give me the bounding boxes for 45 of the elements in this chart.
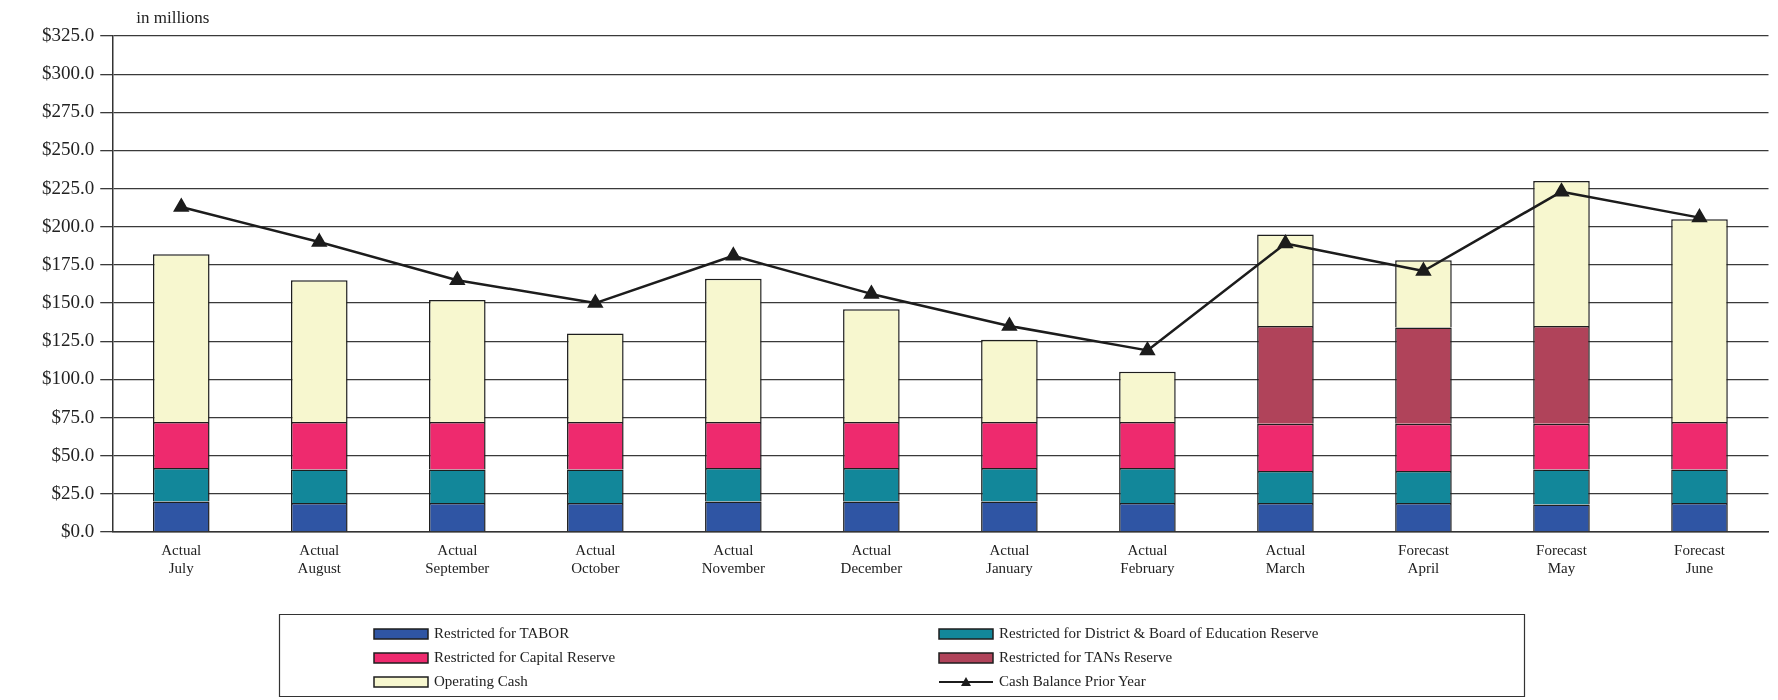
y-tick-label: $125.0 bbox=[42, 329, 95, 351]
point bbox=[449, 271, 465, 285]
legend-label: Restricted for District & Board of Education Reserve bbox=[999, 624, 1319, 641]
point bbox=[1002, 317, 1017, 331]
legend-label: Restricted for Capital Reserve bbox=[434, 648, 616, 665]
x-tick-label: Forecast April bbox=[1398, 541, 1450, 576]
y-tick-label: $75.0 bbox=[51, 405, 95, 427]
point bbox=[1692, 209, 1707, 223]
text: in millions bbox=[136, 8, 210, 27]
x-tick-label: Actual July bbox=[161, 541, 202, 576]
point bbox=[588, 294, 603, 308]
y-tick-label: $100.0 bbox=[42, 367, 95, 389]
point bbox=[1278, 235, 1293, 249]
y-tick-label: $225.0 bbox=[42, 176, 95, 198]
x-tick-label: Actual December bbox=[840, 541, 903, 576]
point bbox=[1554, 183, 1569, 197]
legend-label: Restricted for TANs Reserve bbox=[999, 648, 1173, 665]
x-tick-label: Forecast June bbox=[1674, 541, 1726, 576]
x-tick-label: Actual March bbox=[1265, 541, 1306, 576]
y-tick-label: $0.0 bbox=[61, 519, 95, 541]
y-tick-label: $325.0 bbox=[42, 23, 95, 45]
point bbox=[1416, 262, 1431, 276]
point bbox=[726, 247, 741, 261]
x-tick-label: Actual February bbox=[1120, 541, 1175, 576]
y-tick-label: $275.0 bbox=[42, 100, 95, 122]
y-tick-label: $300.0 bbox=[42, 62, 95, 84]
point bbox=[173, 198, 189, 212]
legend-label: Operating Cash bbox=[434, 672, 529, 689]
point bbox=[1140, 342, 1155, 356]
x-tick-label: Actual August bbox=[297, 541, 342, 576]
y-tick-label: $150.0 bbox=[42, 291, 95, 313]
y-tick-label: $175.0 bbox=[42, 252, 95, 274]
x-tick-label: Actual October bbox=[571, 541, 620, 576]
point bbox=[864, 285, 879, 299]
x-tick-label: Actual January bbox=[986, 541, 1034, 576]
x-tick-label: Actual November bbox=[701, 541, 765, 576]
x-tick-label: Actual September bbox=[425, 541, 490, 576]
y-tick-label: $250.0 bbox=[42, 138, 95, 160]
legend-label: Cash Balance Prior Year bbox=[999, 672, 1146, 689]
y-tick-label: $200.0 bbox=[42, 214, 95, 236]
y-tick-label: $25.0 bbox=[51, 481, 95, 503]
x-tick-label: Forecast May bbox=[1536, 541, 1588, 576]
legend-label: Restricted for TABOR bbox=[434, 624, 570, 641]
point bbox=[311, 233, 327, 247]
y-tick-label: $50.0 bbox=[51, 443, 95, 465]
